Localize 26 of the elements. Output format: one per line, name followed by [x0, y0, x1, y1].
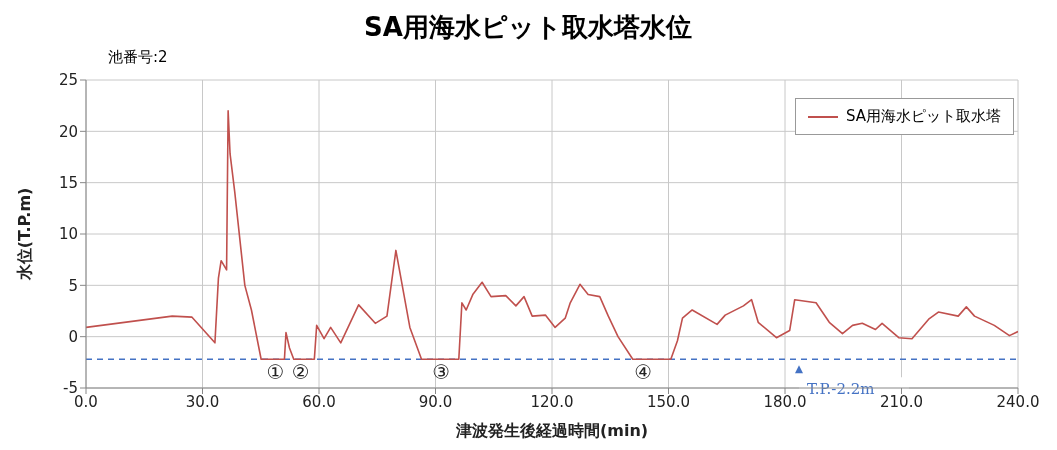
y-tick-label: 25 [58, 71, 78, 90]
x-tick-label: 150.0 [647, 392, 690, 411]
annotation: ② [291, 360, 310, 385]
y-tick-label: 10 [58, 225, 78, 244]
y-tick-label: 5 [68, 276, 78, 295]
annotation: ③ [432, 360, 451, 385]
y-tick-label: 20 [58, 122, 78, 141]
y-axis-title: 水位(T.P.m) [14, 187, 34, 282]
annotation: ④ [634, 360, 653, 385]
legend-label: SA用海水ピット取水塔 [845, 107, 1001, 126]
x-tick-label: 210.0 [880, 392, 923, 411]
y-tick-label: 0 [68, 327, 78, 346]
line-series [86, 110, 1018, 361]
x-axis-title: 津波発生後経過時間(min) [454, 421, 649, 440]
x-tick-label: 0.0 [74, 392, 98, 411]
x-tick-label: 180.0 [763, 392, 807, 411]
annotation: ① [266, 360, 285, 385]
chart-subtitle: 池番号:2 [108, 48, 168, 67]
x-tick-label: 120.0 [530, 392, 574, 411]
x-tick-label: 60.0 [302, 392, 336, 411]
ref-line-label: T.P.-2.2m [806, 380, 875, 399]
x-tick-label: 30.0 [185, 392, 220, 411]
y-tick-label: 15 [58, 173, 78, 192]
x-tick-label: 90.0 [418, 392, 453, 411]
x-tick-label: 240.0 [996, 392, 1040, 411]
chart-title: SA用海水ピット取水塔水位 [363, 11, 693, 44]
